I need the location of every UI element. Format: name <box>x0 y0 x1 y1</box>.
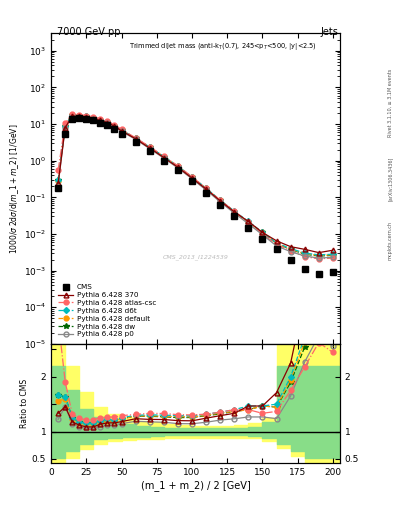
Text: [arXiv:1306.3436]: [arXiv:1306.3436] <box>388 157 393 201</box>
Text: Trimmed dijet mass (anti-k$_\mathrm{T}$(0.7), 245<p$_T$<500, |y|<2.5): Trimmed dijet mass (anti-k$_\mathrm{T}$(… <box>129 41 317 52</box>
Text: mcplots.cern.ch: mcplots.cern.ch <box>388 221 393 260</box>
Y-axis label: $1000/\sigma\,2\mathrm{d}\sigma/\mathrm{d}(m\_1 + m\_2)$ [1/GeV]: $1000/\sigma\,2\mathrm{d}\sigma/\mathrm{… <box>8 123 21 254</box>
Text: Jets: Jets <box>321 27 339 37</box>
Text: Rivet 3.1.10, ≥ 3.1M events: Rivet 3.1.10, ≥ 3.1M events <box>388 68 393 137</box>
Text: 7000 GeV pp: 7000 GeV pp <box>57 27 121 37</box>
Legend: CMS, Pythia 6.428 370, Pythia 6.428 atlas-csc, Pythia 6.428 d6t, Pythia 6.428 de: CMS, Pythia 6.428 370, Pythia 6.428 atla… <box>55 281 159 340</box>
Text: CMS_2013_I1224539: CMS_2013_I1224539 <box>163 254 228 260</box>
X-axis label: (m_1 + m_2) / 2 [GeV]: (m_1 + m_2) / 2 [GeV] <box>141 480 250 491</box>
Y-axis label: Ratio to CMS: Ratio to CMS <box>20 379 29 428</box>
